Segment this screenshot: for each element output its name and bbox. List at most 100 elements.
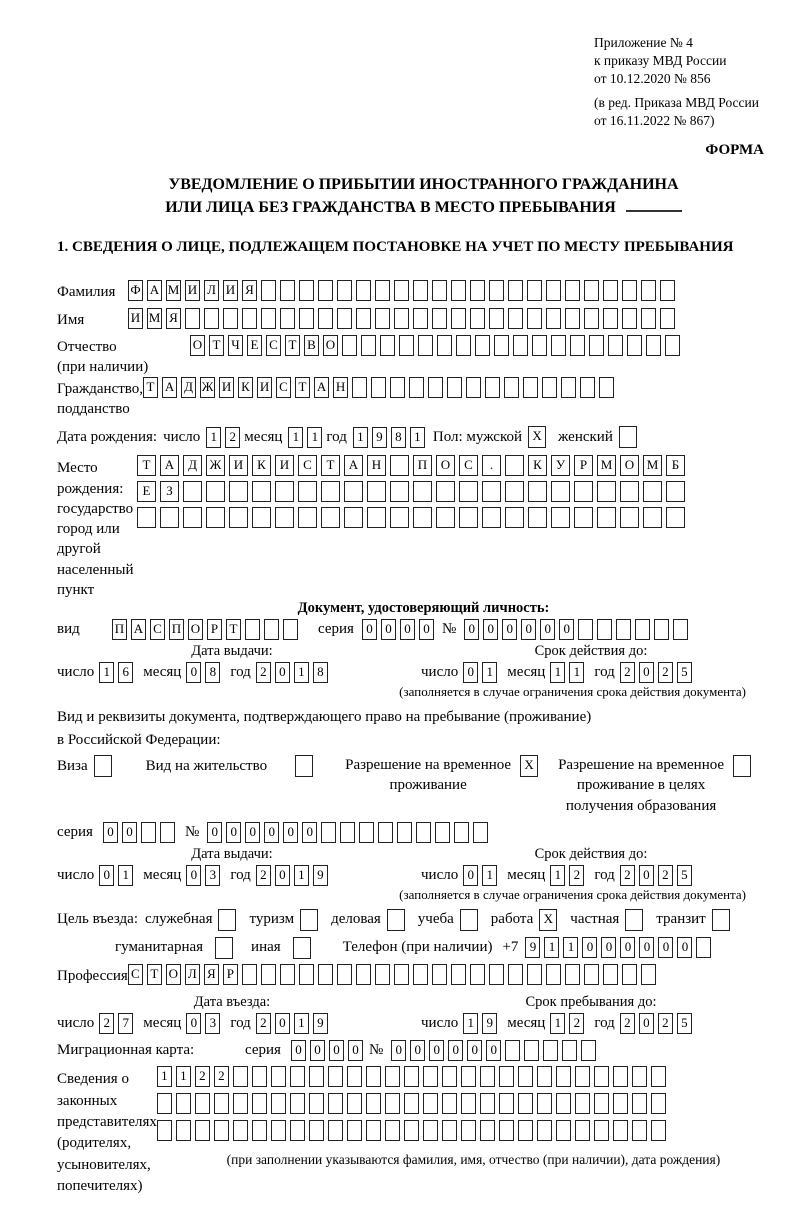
char-cell[interactable] bbox=[409, 377, 425, 399]
char-cell[interactable]: Л bbox=[184, 963, 200, 985]
char-cell[interactable] bbox=[390, 377, 406, 399]
char-cell[interactable] bbox=[603, 307, 618, 329]
char-cell[interactable]: 9 bbox=[371, 426, 387, 448]
char-cell[interactable] bbox=[336, 963, 352, 985]
char-cell[interactable] bbox=[375, 307, 390, 329]
char-cell[interactable] bbox=[299, 280, 314, 302]
char-cell[interactable]: А bbox=[147, 280, 162, 302]
char-cell[interactable] bbox=[527, 280, 542, 302]
char-cell[interactable] bbox=[321, 481, 340, 503]
char-cell[interactable] bbox=[517, 1120, 533, 1142]
char-cell[interactable]: 0 bbox=[448, 1040, 464, 1062]
char-cell[interactable] bbox=[488, 963, 504, 985]
char-cell[interactable] bbox=[359, 821, 375, 843]
char-cell[interactable]: И bbox=[257, 377, 273, 399]
char-cell[interactable]: 1 bbox=[156, 1066, 172, 1088]
char-cell[interactable] bbox=[643, 481, 662, 503]
char-cell[interactable]: Ч bbox=[228, 335, 243, 357]
char-cell[interactable] bbox=[342, 335, 357, 357]
purpose-option-checkbox[interactable] bbox=[386, 908, 405, 931]
char-cell[interactable] bbox=[551, 481, 570, 503]
char-cell[interactable] bbox=[204, 307, 219, 329]
char-cell[interactable] bbox=[584, 307, 599, 329]
char-cell[interactable] bbox=[367, 481, 386, 503]
char-cell[interactable]: 1 bbox=[482, 662, 498, 684]
char-cell[interactable] bbox=[261, 307, 276, 329]
char-cell[interactable] bbox=[574, 1066, 590, 1088]
char-cell[interactable] bbox=[620, 481, 639, 503]
char-cell[interactable] bbox=[298, 481, 317, 503]
char-cell[interactable] bbox=[397, 821, 413, 843]
purpose-option-checkbox[interactable] bbox=[711, 908, 730, 931]
char-cell[interactable]: Ж bbox=[200, 377, 216, 399]
char-cell[interactable] bbox=[279, 963, 295, 985]
char-cell[interactable] bbox=[650, 1093, 666, 1115]
char-cell[interactable]: З bbox=[160, 481, 179, 503]
char-cell[interactable]: 7 bbox=[118, 1013, 134, 1035]
char-cell[interactable] bbox=[555, 1120, 571, 1142]
purpose-option-checkbox[interactable] bbox=[292, 936, 311, 959]
char-cell[interactable]: 0 bbox=[283, 821, 299, 843]
char-cell[interactable]: 0 bbox=[245, 821, 261, 843]
char-cell[interactable]: М bbox=[166, 280, 181, 302]
char-cell[interactable] bbox=[450, 963, 466, 985]
char-cell[interactable] bbox=[608, 335, 623, 357]
char-cell[interactable] bbox=[185, 307, 200, 329]
char-cell[interactable] bbox=[498, 1093, 514, 1115]
char-cell[interactable] bbox=[390, 455, 409, 477]
char-cell[interactable] bbox=[536, 1066, 552, 1088]
char-cell[interactable] bbox=[508, 307, 523, 329]
char-cell[interactable] bbox=[498, 1066, 514, 1088]
char-cell[interactable] bbox=[298, 963, 314, 985]
char-cell[interactable] bbox=[542, 377, 558, 399]
char-cell[interactable] bbox=[344, 507, 363, 529]
char-cell[interactable] bbox=[327, 1093, 343, 1115]
char-cell[interactable]: С bbox=[127, 963, 143, 985]
char-cell[interactable]: 0 bbox=[620, 937, 636, 959]
char-cell[interactable] bbox=[597, 481, 616, 503]
char-cell[interactable]: 0 bbox=[410, 1040, 426, 1062]
char-cell[interactable] bbox=[470, 280, 485, 302]
char-cell[interactable]: Ф bbox=[128, 280, 143, 302]
char-cell[interactable] bbox=[337, 307, 352, 329]
char-cell[interactable]: 0 bbox=[559, 619, 575, 641]
char-cell[interactable] bbox=[251, 1093, 267, 1115]
char-cell[interactable] bbox=[232, 1120, 248, 1142]
char-cell[interactable]: Я bbox=[203, 963, 219, 985]
char-cell[interactable] bbox=[580, 377, 596, 399]
char-cell[interactable] bbox=[413, 280, 428, 302]
char-cell[interactable] bbox=[194, 1120, 210, 1142]
char-cell[interactable] bbox=[597, 619, 613, 641]
char-cell[interactable] bbox=[355, 963, 371, 985]
char-cell[interactable] bbox=[523, 377, 539, 399]
char-cell[interactable] bbox=[485, 377, 501, 399]
char-cell[interactable] bbox=[308, 1066, 324, 1088]
char-cell[interactable]: Н bbox=[367, 455, 386, 477]
char-cell[interactable] bbox=[505, 507, 524, 529]
char-cell[interactable] bbox=[416, 821, 432, 843]
char-cell[interactable] bbox=[435, 821, 451, 843]
char-cell[interactable]: 2 bbox=[225, 426, 241, 448]
char-cell[interactable] bbox=[394, 280, 409, 302]
char-cell[interactable] bbox=[308, 1120, 324, 1142]
char-cell[interactable] bbox=[159, 821, 175, 843]
char-cell[interactable]: Т bbox=[295, 377, 311, 399]
char-cell[interactable] bbox=[251, 1066, 267, 1088]
char-cell[interactable] bbox=[460, 1093, 476, 1115]
char-cell[interactable] bbox=[403, 1093, 419, 1115]
char-cell[interactable]: Т bbox=[321, 455, 340, 477]
char-cell[interactable] bbox=[213, 1093, 229, 1115]
char-cell[interactable] bbox=[622, 280, 637, 302]
char-cell[interactable]: 0 bbox=[121, 821, 137, 843]
char-cell[interactable] bbox=[318, 307, 333, 329]
char-cell[interactable] bbox=[673, 619, 689, 641]
char-cell[interactable]: М bbox=[147, 307, 162, 329]
char-cell[interactable]: 0 bbox=[207, 821, 223, 843]
char-cell[interactable]: И bbox=[229, 455, 248, 477]
char-cell[interactable]: О bbox=[188, 619, 203, 641]
char-cell[interactable] bbox=[583, 963, 599, 985]
char-cell[interactable] bbox=[384, 1093, 400, 1115]
char-cell[interactable] bbox=[346, 1120, 362, 1142]
char-cell[interactable] bbox=[574, 507, 593, 529]
char-cell[interactable] bbox=[289, 1093, 305, 1115]
